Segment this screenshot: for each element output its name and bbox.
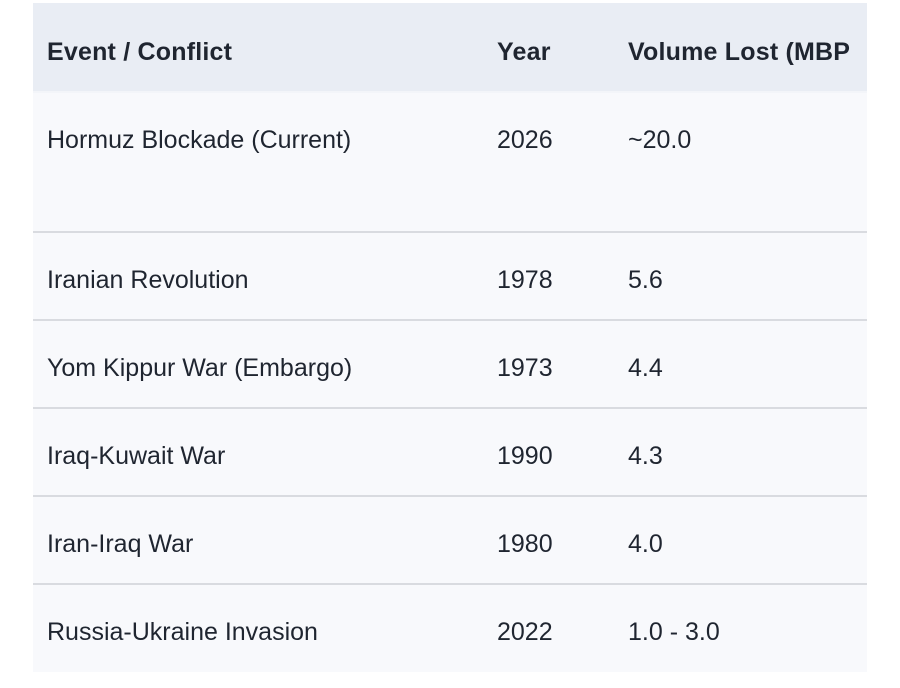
- table-row: Russia-Ukraine Invasion 2022 1.0 - 3.0: [33, 583, 867, 672]
- event-cell: Russia-Ukraine Invasion: [33, 583, 497, 672]
- event-cell: Iranian Revolution: [33, 231, 497, 320]
- events-table: Event / Conflict Year Volume Lost (MBP H…: [33, 3, 867, 672]
- event-cell: Yom Kippur War (Embargo): [33, 319, 497, 408]
- volume-cell: ~20.0: [628, 91, 867, 232]
- column-header-event: Event / Conflict: [33, 3, 497, 92]
- table-row: Hormuz Blockade (Current) 2026 ~20.0: [33, 91, 867, 232]
- year-cell: 1978: [497, 231, 628, 320]
- year-cell: 2022: [497, 583, 628, 672]
- event-cell: Iraq-Kuwait War: [33, 407, 497, 496]
- table-row: Iraq-Kuwait War 1990 4.3: [33, 407, 867, 496]
- year-cell: 1980: [497, 495, 628, 584]
- volume-cell: 5.6: [628, 231, 867, 320]
- table-scroll-container[interactable]: Event / Conflict Year Volume Lost (MBP H…: [33, 3, 867, 672]
- column-header-volume: Volume Lost (MBP: [628, 3, 867, 92]
- column-header-year: Year: [497, 3, 628, 92]
- event-cell: Hormuz Blockade (Current): [33, 91, 497, 232]
- event-cell: Iran-Iraq War: [33, 495, 497, 584]
- table-body: Hormuz Blockade (Current) 2026 ~20.0 Ira…: [33, 91, 867, 672]
- table-row: Iranian Revolution 1978 5.6: [33, 231, 867, 320]
- volume-cell: 4.3: [628, 407, 867, 496]
- volume-cell: 1.0 - 3.0: [628, 583, 867, 672]
- volume-cell: 4.0: [628, 495, 867, 584]
- table-header-row: Event / Conflict Year Volume Lost (MBP: [33, 3, 867, 92]
- year-cell: 1990: [497, 407, 628, 496]
- volume-cell: 4.4: [628, 319, 867, 408]
- table-row: Iran-Iraq War 1980 4.0: [33, 495, 867, 584]
- table-row: Yom Kippur War (Embargo) 1973 4.4: [33, 319, 867, 408]
- year-cell: 1973: [497, 319, 628, 408]
- year-cell: 2026: [497, 91, 628, 232]
